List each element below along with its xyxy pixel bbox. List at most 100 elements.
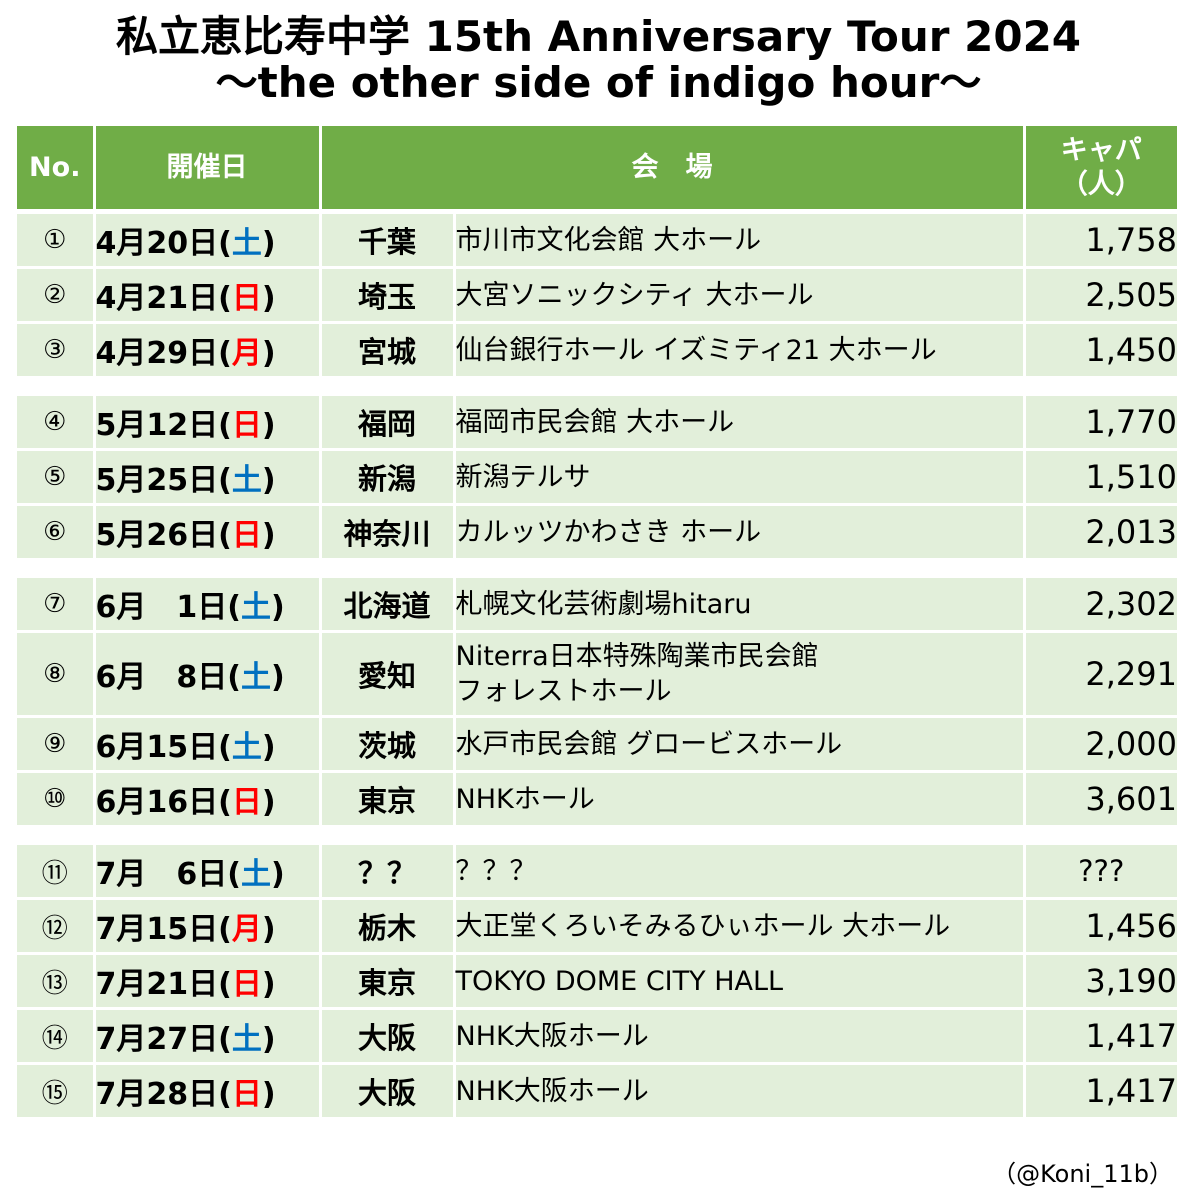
date-close: ) bbox=[261, 967, 276, 1002]
row-venue: 水戸市民会館 グロービスホール bbox=[454, 716, 1026, 773]
group-gap bbox=[17, 377, 1177, 396]
date-text: 4月29日( bbox=[95, 336, 232, 371]
row-capacity: 1,510 bbox=[1024, 449, 1177, 506]
row-capacity: 1,770 bbox=[1024, 396, 1177, 451]
tour-schedule-table: No. 開催日 会 場 キャパ （人） ① 4月20日(土) 千葉 市川市文化会館 大… bbox=[17, 126, 1177, 1120]
row-number: ⑨ bbox=[17, 716, 96, 773]
date-close: ) bbox=[270, 590, 285, 625]
day-of-week: 土 bbox=[231, 730, 262, 765]
day-of-week: 土 bbox=[231, 463, 262, 498]
day-of-week: 土 bbox=[240, 590, 271, 625]
row-venue: 新潟テルサ bbox=[454, 449, 1026, 506]
row-capacity: 2,291 bbox=[1024, 631, 1177, 718]
row-prefecture: 千葉 bbox=[320, 214, 456, 269]
date-text: 6月 8日( bbox=[95, 660, 241, 695]
row-prefecture: 愛知 bbox=[320, 631, 456, 718]
date-close: ) bbox=[261, 408, 276, 443]
table-row: ⑥ 5月26日(日) 神奈川 カルッツかわさき ホール 2,013 bbox=[17, 504, 1177, 561]
date-close: ) bbox=[261, 730, 276, 765]
date-text: 4月21日( bbox=[95, 281, 232, 316]
row-prefecture: 茨城 bbox=[320, 716, 456, 773]
day-of-week: 日 bbox=[231, 967, 262, 1002]
row-capacity: 1,450 bbox=[1024, 322, 1177, 379]
date-close: ) bbox=[270, 660, 285, 695]
table-row: ⑫ 7月15日(月) 栃木 大正堂くろいそみるひぃホール 大ホール 1,456 bbox=[17, 898, 1177, 955]
page-subtitle: 〜the other side of indigo hour〜 bbox=[215, 58, 982, 107]
date-text: 4月20日( bbox=[95, 226, 232, 261]
day-of-week: 日 bbox=[231, 408, 262, 443]
row-prefecture: 大阪 bbox=[320, 1063, 456, 1120]
row-number: ① bbox=[17, 214, 96, 269]
row-venue: NHKホール bbox=[454, 771, 1026, 828]
table-row: ⑦ 6月 1日(土) 北海道 札幌文化芸術劇場hitaru 2,302 bbox=[17, 578, 1177, 633]
row-number: ⑩ bbox=[17, 771, 96, 828]
table-header-row: No. 開催日 会 場 キャパ （人） bbox=[17, 126, 1177, 209]
row-venue: カルッツかわさき ホール bbox=[454, 504, 1026, 561]
row-venue: 大宮ソニックシティ 大ホール bbox=[454, 267, 1026, 324]
table-row: ⑧ 6月 8日(土) 愛知 Niterra日本特殊陶業市民会館 フォレストホール 2,29… bbox=[17, 631, 1177, 718]
row-number: ⑤ bbox=[17, 449, 96, 506]
date-close: ) bbox=[261, 463, 276, 498]
row-date: 7月28日(日) bbox=[94, 1063, 322, 1120]
date-text: 5月25日( bbox=[95, 463, 232, 498]
date-text: 5月26日( bbox=[95, 518, 232, 553]
row-prefecture: 宮城 bbox=[320, 322, 456, 379]
day-of-week: 日 bbox=[231, 1077, 262, 1112]
day-of-week: 日 bbox=[231, 785, 262, 820]
row-date: 4月21日(日) bbox=[94, 267, 322, 324]
row-venue: 福岡市民会館 大ホール bbox=[454, 396, 1026, 451]
day-of-week: 土 bbox=[240, 660, 271, 695]
row-capacity: 3,190 bbox=[1024, 953, 1177, 1010]
row-prefecture: 東京 bbox=[320, 953, 456, 1010]
row-date: 4月20日(土) bbox=[94, 214, 322, 269]
row-date: 7月15日(月) bbox=[94, 898, 322, 955]
date-close: ) bbox=[261, 785, 276, 820]
row-venue: NHK大阪ホール bbox=[454, 1063, 1026, 1120]
row-date: 7月27日(土) bbox=[94, 1008, 322, 1065]
date-text: 6月 1日( bbox=[95, 590, 241, 625]
venue-line2: フォレストホール bbox=[455, 676, 672, 707]
table-row: ③ 4月29日(月) 宮城 仙台銀行ホール イズミティ21 大ホール 1,450 bbox=[17, 322, 1177, 379]
day-of-week: 日 bbox=[231, 281, 262, 316]
row-date: 5月26日(日) bbox=[94, 504, 322, 561]
table-row: ④ 5月12日(日) 福岡 福岡市民会館 大ホール 1,770 bbox=[17, 396, 1177, 451]
group-gap bbox=[17, 826, 1177, 845]
header-date: 開催日 bbox=[94, 126, 322, 209]
row-capacity: 2,000 bbox=[1024, 716, 1177, 773]
date-text: 7月 6日( bbox=[95, 857, 241, 892]
venue-line1: Niterra日本特殊陶業市民会館 bbox=[455, 641, 819, 672]
table-row: ⑤ 5月25日(土) 新潟 新潟テルサ 1,510 bbox=[17, 449, 1177, 506]
day-of-week: 土 bbox=[240, 857, 271, 892]
row-capacity: 2,505 bbox=[1024, 267, 1177, 324]
row-capacity: ??? bbox=[1024, 845, 1177, 900]
row-date: 6月 1日(土) bbox=[94, 578, 322, 633]
row-prefecture: 北海道 bbox=[320, 578, 456, 633]
row-prefecture: ？？ bbox=[320, 845, 456, 900]
table-row: ⑪ 7月 6日(土)？？？？？??? bbox=[17, 845, 1177, 900]
date-close: ) bbox=[261, 912, 276, 947]
row-number: ⑧ bbox=[17, 631, 96, 718]
row-date: 6月15日(土) bbox=[94, 716, 322, 773]
row-capacity: 1,417 bbox=[1024, 1063, 1177, 1120]
header-capacity-line1: キャパ bbox=[1060, 134, 1142, 166]
row-number: ⑬ bbox=[17, 953, 96, 1010]
row-number: ⑪ bbox=[17, 845, 96, 900]
row-number: ⑦ bbox=[17, 578, 96, 633]
row-capacity: 3,601 bbox=[1024, 771, 1177, 828]
table-row: ⑩ 6月16日(日) 東京 NHKホール 3,601 bbox=[17, 771, 1177, 828]
row-capacity: 1,758 bbox=[1024, 214, 1177, 269]
date-close: ) bbox=[261, 226, 276, 261]
table-row: ⑭ 7月27日(土) 大阪 NHK大阪ホール 1,417 bbox=[17, 1008, 1177, 1065]
row-date: 4月29日(月) bbox=[94, 322, 322, 379]
date-close: ) bbox=[261, 336, 276, 371]
header-venue: 会 場 bbox=[320, 126, 1026, 209]
row-date: 6月16日(日) bbox=[94, 771, 322, 828]
row-date: 5月12日(日) bbox=[94, 396, 322, 451]
row-venue: 札幌文化芸術劇場hitaru bbox=[454, 578, 1026, 633]
row-capacity: 2,013 bbox=[1024, 504, 1177, 561]
row-number: ② bbox=[17, 267, 96, 324]
table-row: ② 4月21日(日) 埼玉 大宮ソニックシティ 大ホール 2,505 bbox=[17, 267, 1177, 324]
row-venue: TOKYO DOME CITY HALL bbox=[454, 953, 1026, 1010]
row-capacity: 1,456 bbox=[1024, 898, 1177, 955]
row-number: ⑫ bbox=[17, 898, 96, 955]
